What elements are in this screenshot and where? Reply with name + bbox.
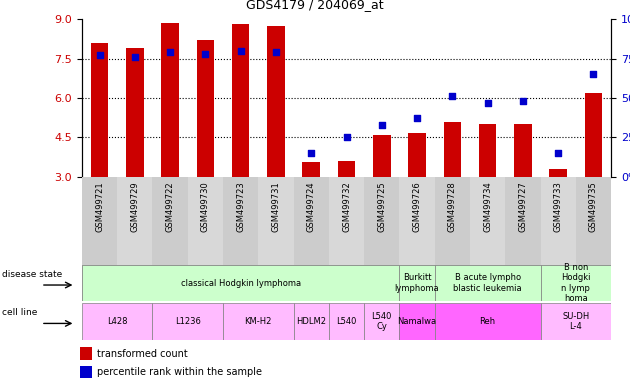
Bar [444,121,461,177]
Text: GSM499731: GSM499731 [272,181,280,232]
Bar [514,124,532,177]
Text: transformed count: transformed count [97,349,188,359]
Bar [435,303,541,340]
Bar [152,177,188,265]
Point [271,49,281,55]
Point [200,51,210,57]
Bar [82,303,152,340]
Point [306,150,316,156]
Bar [435,265,541,301]
Bar [364,303,399,340]
Bar [470,177,505,265]
Text: disease state: disease state [2,270,62,278]
Text: GSM499728: GSM499728 [448,181,457,232]
Text: L540: L540 [336,317,357,326]
Bar [267,26,285,177]
Bar [505,177,541,265]
Bar [329,303,364,340]
Text: GSM499735: GSM499735 [589,181,598,232]
Text: SU-DH
L-4: SU-DH L-4 [562,312,590,331]
Bar [152,303,223,340]
Point [165,49,175,55]
Bar [223,177,258,265]
Text: Namalwa: Namalwa [398,317,437,326]
Text: KM-H2: KM-H2 [244,317,272,326]
Bar [197,40,214,177]
Bar [549,169,567,177]
Text: B acute lympho
blastic leukemia: B acute lympho blastic leukemia [454,273,522,293]
Point [412,115,422,121]
Text: classical Hodgkin lymphoma: classical Hodgkin lymphoma [181,279,301,288]
Bar [479,124,496,177]
Bar [338,161,355,177]
Bar [82,265,399,301]
Bar [117,177,152,265]
Text: GSM499729: GSM499729 [130,181,139,232]
Bar [576,177,611,265]
Text: GSM499723: GSM499723 [236,181,245,232]
Text: GSM499726: GSM499726 [413,181,421,232]
Point [377,122,387,128]
Bar [294,177,329,265]
Bar [80,347,92,360]
Bar [364,177,399,265]
Bar [329,177,364,265]
Bar [435,177,470,265]
Bar [258,177,294,265]
Bar [399,177,435,265]
Bar [541,265,611,301]
Text: cell line: cell line [2,308,37,317]
Bar [585,93,602,177]
Bar [223,303,294,340]
Text: GSM499732: GSM499732 [342,181,351,232]
Bar [399,303,435,340]
Point [94,52,105,58]
Point [483,99,493,106]
Bar [91,43,108,177]
Text: GSM499727: GSM499727 [518,181,527,232]
Bar [126,48,144,177]
Text: Burkitt
lymphoma: Burkitt lymphoma [395,273,439,293]
Bar [408,133,426,177]
Bar [302,162,320,177]
Point [588,71,598,78]
Point [518,98,528,104]
Point [447,93,457,99]
Bar [232,25,249,177]
Text: L428: L428 [107,317,127,326]
Text: percentile rank within the sample: percentile rank within the sample [97,367,262,377]
Bar [399,265,435,301]
Text: Reh: Reh [479,317,496,326]
Text: GSM499730: GSM499730 [201,181,210,232]
Point [341,134,352,141]
Text: B non
Hodgki
n lymp
homa: B non Hodgki n lymp homa [561,263,590,303]
Text: GSM499722: GSM499722 [166,181,175,232]
Text: GSM499721: GSM499721 [95,181,104,232]
Bar [80,366,92,378]
Bar [541,303,611,340]
Bar [541,177,576,265]
Text: L540
Cy: L540 Cy [372,312,392,331]
Text: GSM499725: GSM499725 [377,181,386,232]
Text: GSM499734: GSM499734 [483,181,492,232]
Text: L1236: L1236 [175,317,201,326]
Bar [161,23,179,177]
Bar [188,177,223,265]
Text: GDS4179 / 204069_at: GDS4179 / 204069_at [246,0,384,12]
Point [236,48,246,54]
Bar [82,177,117,265]
Bar [294,303,329,340]
Text: GSM499724: GSM499724 [307,181,316,232]
Point [553,150,563,156]
Point [130,54,140,60]
Text: GSM499733: GSM499733 [554,181,563,232]
Text: HDLM2: HDLM2 [296,317,326,326]
Bar [373,135,391,177]
